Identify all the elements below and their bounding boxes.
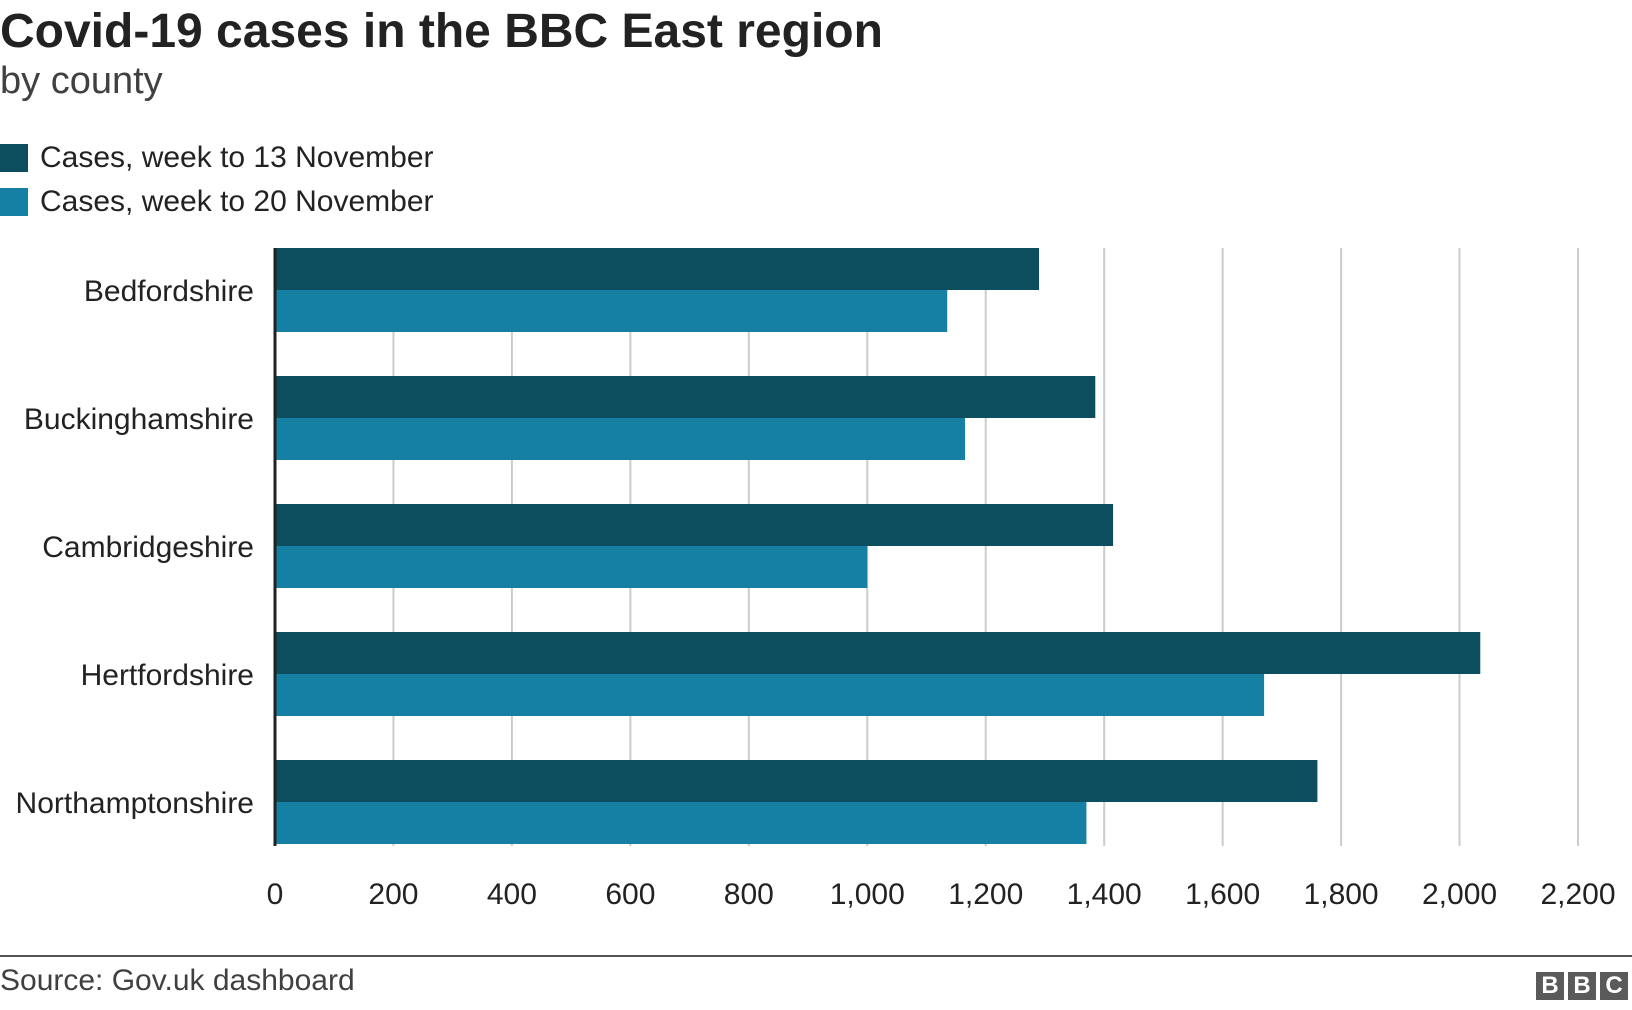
legend-swatch-series-2: [0, 188, 28, 216]
x-tick-label: 0: [267, 878, 284, 911]
bar: [275, 760, 1318, 802]
legend-label-series-1: Cases, week to 13 November: [40, 141, 434, 174]
bar: [275, 376, 1096, 418]
legend-item-series-1: Cases, week to 13 November: [0, 136, 434, 180]
legend: Cases, week to 13 November Cases, week t…: [0, 136, 434, 224]
x-tick-label: 800: [724, 878, 774, 911]
bars: [275, 248, 1481, 844]
x-tick-labels: 0 200 400 600 800 1,000 1,200 1,400 1,600 1,800 2,…: [267, 878, 1616, 911]
category-label: Cambridgeshire: [42, 531, 254, 564]
bar: [275, 504, 1114, 546]
bar-chart: Bedfordshire Buckinghamshire Cambridgeshir…: [16, 248, 1616, 911]
x-tick-label: 2,000: [1422, 878, 1497, 911]
category-label: Buckinghamshire: [24, 403, 254, 436]
bbc-logo: B B C: [1536, 972, 1628, 1000]
category-label: Hertfordshire: [81, 659, 254, 692]
bbc-logo-letter-2: B: [1568, 972, 1596, 1000]
x-tick-label: 200: [368, 878, 418, 911]
legend-item-series-2: Cases, week to 20 November: [0, 180, 434, 224]
bar: [275, 418, 965, 460]
chart-subtitle: by county: [0, 60, 163, 102]
category-label: Northamptonshire: [16, 787, 254, 820]
bar: [275, 802, 1087, 844]
source-note: Source: Gov.uk dashboard: [0, 964, 355, 997]
bar: [275, 290, 948, 332]
x-tick-label: 1,400: [1067, 878, 1142, 911]
x-tick-label: 1,800: [1304, 878, 1379, 911]
x-tick-label: 1,000: [830, 878, 905, 911]
x-tick-label: 600: [605, 878, 655, 911]
bbc-logo-letter-3: C: [1600, 972, 1628, 1000]
bar: [275, 674, 1265, 716]
x-tick-label: 400: [487, 878, 537, 911]
chart-title: Covid-19 cases in the BBC East region: [0, 5, 883, 58]
category-label: Bedfordshire: [84, 275, 254, 308]
x-tick-label: 1,600: [1185, 878, 1260, 911]
category-labels: Bedfordshire Buckinghamshire Cambridgeshir…: [16, 275, 254, 820]
bbc-logo-letter-1: B: [1536, 972, 1564, 1000]
bar: [275, 632, 1481, 674]
legend-swatch-series-1: [0, 144, 28, 172]
footer-divider: [0, 955, 1632, 957]
bar: [275, 546, 868, 588]
x-tick-label: 1,200: [948, 878, 1023, 911]
x-tick-label: 2,200: [1540, 878, 1615, 911]
legend-label-series-2: Cases, week to 20 November: [40, 185, 434, 218]
bar: [275, 248, 1040, 290]
